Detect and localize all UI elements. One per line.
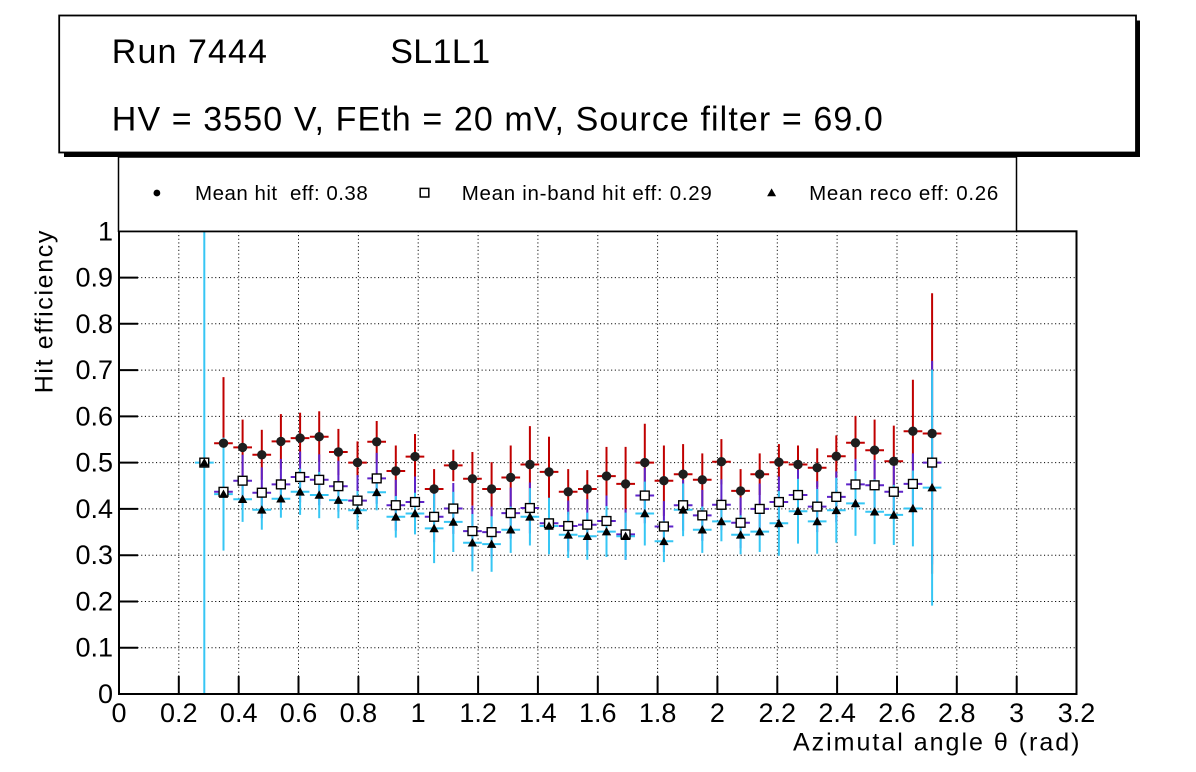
svg-text:1.2: 1.2: [459, 698, 497, 728]
svg-text:1.4: 1.4: [519, 698, 557, 728]
svg-text:2: 2: [710, 698, 725, 728]
svg-text:0: 0: [98, 679, 113, 709]
svg-text:3.2: 3.2: [1058, 698, 1096, 728]
svg-text:0.1: 0.1: [75, 633, 113, 663]
svg-text:0.6: 0.6: [75, 401, 113, 431]
svg-text:1.6: 1.6: [579, 698, 617, 728]
svg-text:Hit efficiency: Hit efficiency: [31, 229, 59, 393]
svg-text:Mean reco eff: 0.26: Mean reco eff: 0.26: [809, 182, 999, 205]
svg-text:0.6: 0.6: [280, 698, 318, 728]
svg-text:3: 3: [1009, 698, 1024, 728]
svg-text:Run 7444: Run 7444: [112, 33, 268, 71]
svg-text:0.5: 0.5: [75, 448, 113, 478]
svg-text:0.7: 0.7: [75, 355, 113, 385]
svg-text:1: 1: [98, 216, 113, 246]
svg-text:0.4: 0.4: [220, 698, 258, 728]
svg-text:0.2: 0.2: [160, 698, 198, 728]
svg-text:0.9: 0.9: [75, 263, 113, 293]
svg-text:0.8: 0.8: [75, 309, 113, 339]
svg-text:Azimutal angle θ (rad): Azimutal angle θ (rad): [793, 729, 1082, 757]
svg-text:0.4: 0.4: [75, 494, 113, 524]
svg-text:1.8: 1.8: [639, 698, 677, 728]
svg-text:2.4: 2.4: [818, 698, 856, 728]
svg-text:Mean hit eff: 0.38: Mean hit eff: 0.38: [195, 182, 368, 205]
svg-text:0.8: 0.8: [340, 698, 378, 728]
svg-text:2.6: 2.6: [878, 698, 916, 728]
svg-text:0.3: 0.3: [75, 540, 113, 570]
svg-text:1: 1: [411, 698, 426, 728]
svg-text:0.2: 0.2: [75, 587, 113, 617]
svg-text:Mean in-band hit eff: 0.29: Mean in-band hit eff: 0.29: [462, 182, 713, 205]
svg-text:SL1L1: SL1L1: [390, 33, 490, 71]
svg-text:2.8: 2.8: [938, 698, 976, 728]
svg-text:2.2: 2.2: [759, 698, 797, 728]
svg-text:0: 0: [111, 698, 126, 728]
svg-text:HV = 3550 V, FEth = 20 mV, Sou: HV = 3550 V, FEth = 20 mV, Source filter…: [112, 101, 884, 139]
